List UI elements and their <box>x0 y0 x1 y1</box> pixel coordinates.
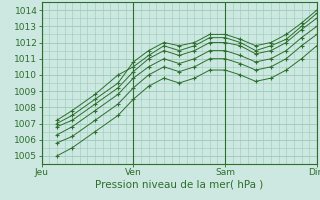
X-axis label: Pression niveau de la mer( hPa ): Pression niveau de la mer( hPa ) <box>95 180 263 190</box>
